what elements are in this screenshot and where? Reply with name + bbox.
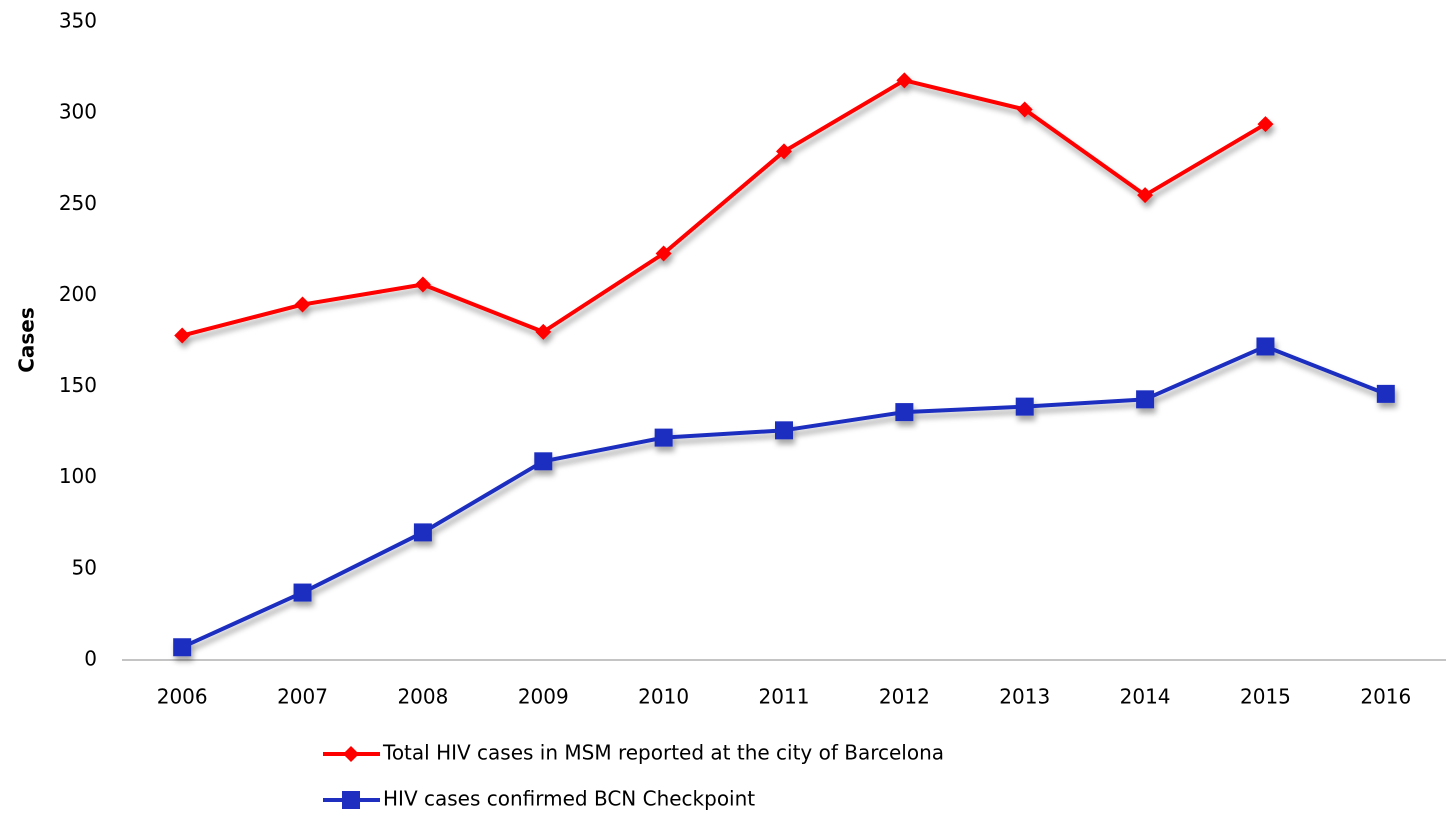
x-tick-label: 2008	[397, 685, 448, 709]
x-tick-label: 2009	[518, 685, 569, 709]
marker	[1256, 337, 1275, 356]
marker	[534, 452, 553, 471]
y-tick-label: 250	[59, 191, 97, 215]
y-tick-label: 150	[59, 373, 97, 397]
marker	[896, 72, 913, 89]
marker	[776, 143, 792, 160]
marker	[293, 583, 312, 602]
marker	[413, 523, 432, 542]
y-tick-label: 350	[59, 9, 97, 33]
marker	[1257, 116, 1274, 133]
series	[174, 72, 1274, 344]
series	[173, 337, 1395, 657]
y-tick-label: 300	[59, 100, 97, 124]
marker	[1376, 384, 1395, 403]
line	[181, 78, 1267, 338]
x-tick-label: 2014	[1120, 685, 1171, 709]
marker	[775, 421, 793, 440]
legend-item: HIV cases confirmed BCN Checkpoint	[323, 787, 755, 811]
x-tick-label: 2010	[638, 685, 689, 709]
x-tick-label: 2015	[1240, 685, 1291, 709]
x-tick-label: 2012	[879, 685, 930, 709]
y-tick-label: 100	[59, 464, 97, 488]
legend-label: HIV cases confirmed BCN Checkpoint	[383, 787, 755, 811]
marker	[414, 276, 431, 293]
legend-label: Total HIV cases in MSM reported at the c…	[382, 741, 944, 765]
x-tick-label: 2006	[157, 685, 208, 709]
x-tick-label: 2013	[999, 685, 1050, 709]
marker	[895, 403, 914, 422]
y-axis-label: Cases	[15, 307, 39, 373]
marker	[655, 245, 672, 262]
x-tick-label: 2016	[1360, 685, 1411, 709]
marker	[535, 323, 552, 340]
y-tick-label: 50	[72, 555, 97, 579]
marker	[174, 327, 191, 344]
y-tick-label: 0	[84, 647, 97, 671]
marker	[1137, 187, 1154, 204]
x-tick-label: 2007	[277, 685, 328, 709]
y-tick-label: 200	[59, 282, 97, 306]
marker	[654, 428, 673, 447]
marker	[343, 746, 359, 762]
marker	[1016, 101, 1033, 118]
legend-item: Total HIV cases in MSM reported at the c…	[323, 741, 944, 765]
marker	[173, 638, 192, 657]
marker	[1015, 397, 1034, 416]
marker	[294, 296, 311, 313]
marker	[1136, 390, 1155, 409]
line	[181, 344, 1387, 650]
marker	[342, 791, 360, 809]
x-tick-label: 2011	[759, 685, 810, 709]
